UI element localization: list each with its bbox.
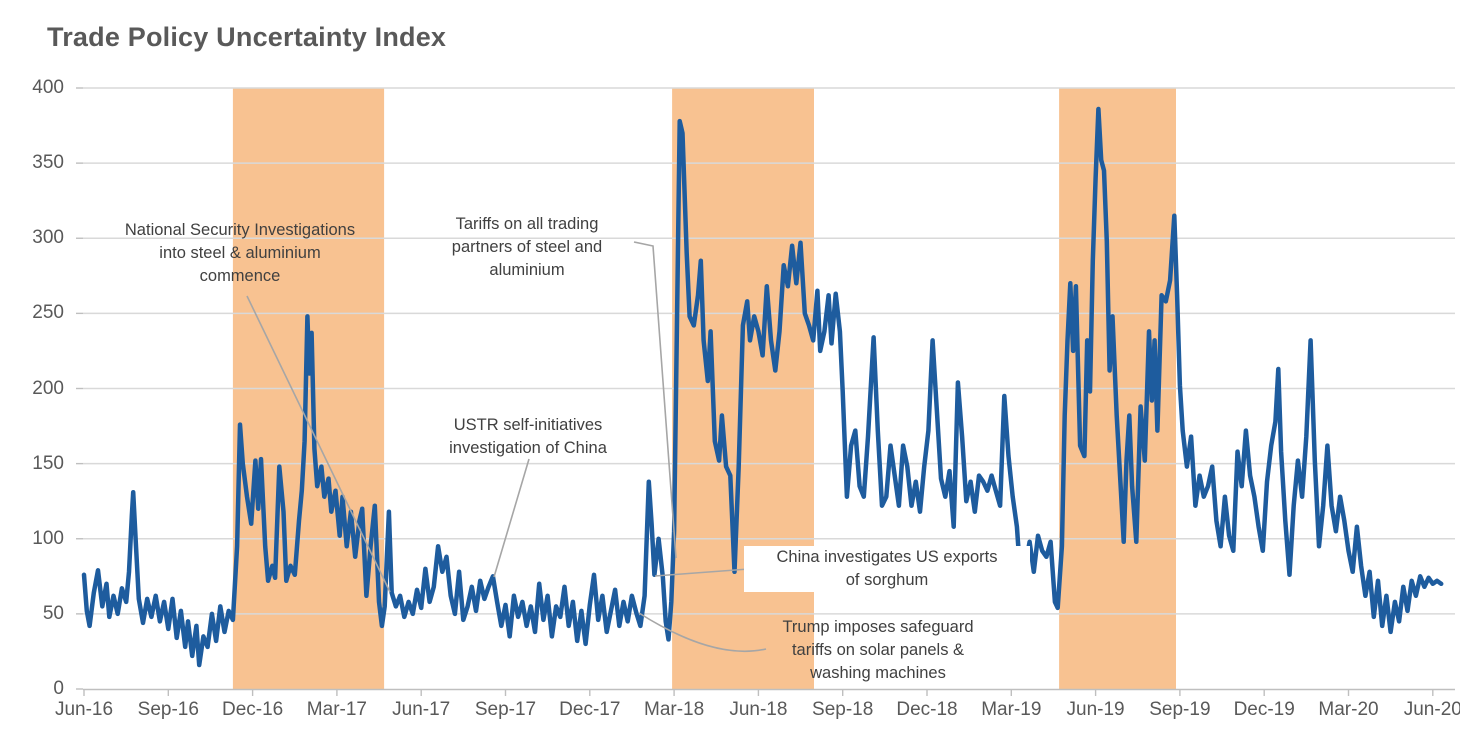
x-tick-label: Jun-19 bbox=[1066, 699, 1125, 720]
annotation-national-security: National Security Investigations into st… bbox=[124, 221, 356, 285]
y-tick-label: 50 bbox=[42, 602, 64, 624]
y-tick-label: 300 bbox=[32, 227, 64, 249]
y-tick-label: 350 bbox=[32, 152, 64, 174]
y-tick-label: 100 bbox=[32, 527, 64, 549]
x-tick-label: Mar-17 bbox=[306, 699, 367, 720]
annotation-steel-aluminium-tariffs: Tariffs on all trading partners of steel… bbox=[451, 215, 603, 279]
x-tick-label: Jun-20 bbox=[1403, 699, 1460, 720]
chart-title: Trade Policy Uncertainty Index bbox=[47, 22, 447, 52]
leader-national-security bbox=[246, 295, 391, 593]
x-tick-label: Jun-18 bbox=[729, 699, 788, 720]
x-tick-label: Mar-19 bbox=[981, 699, 1042, 720]
y-tick-label: 250 bbox=[32, 302, 64, 324]
x-tick-label: Sep-16 bbox=[137, 699, 199, 720]
x-tick-label: Sep-19 bbox=[1149, 699, 1211, 720]
x-tick-label: Sep-18 bbox=[812, 699, 874, 720]
annotation-ustr-investigation: USTR self-initiatives investigation of C… bbox=[449, 416, 607, 457]
leader-ustr-investigation bbox=[493, 458, 530, 578]
x-tick-label: Dec-17 bbox=[559, 699, 621, 720]
y-tick-label: 400 bbox=[32, 77, 64, 98]
x-tick-label: Dec-16 bbox=[221, 699, 284, 720]
y-tick-label: 200 bbox=[32, 377, 64, 399]
leader-safeguard-tariffs bbox=[638, 612, 767, 653]
leader-steel-aluminium-tariffs bbox=[633, 241, 677, 559]
series-line bbox=[81, 106, 1444, 668]
x-tick-label: Dec-19 bbox=[1233, 699, 1295, 720]
x-tick-label: Jun-17 bbox=[392, 699, 451, 720]
annotation-china-sorghum: China investigates US exports of sorghum bbox=[744, 546, 1030, 592]
x-tick-label: Dec-18 bbox=[896, 699, 958, 720]
y-tick-label: 150 bbox=[32, 452, 64, 474]
x-tick-label: Sep-17 bbox=[474, 699, 537, 720]
annotation-safeguard-tariffs: Trump imposes safeguard tariffs on solar… bbox=[782, 618, 974, 682]
x-tick-label: Mar-20 bbox=[1318, 699, 1379, 720]
x-tick-label: Mar-18 bbox=[644, 699, 705, 720]
y-tick-label: 0 bbox=[53, 678, 64, 699]
x-tick-label: Jun-16 bbox=[54, 699, 114, 720]
